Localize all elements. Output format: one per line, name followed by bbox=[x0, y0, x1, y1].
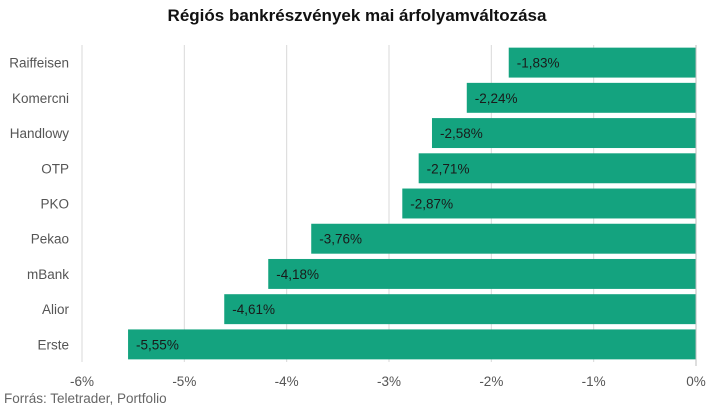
category-label-raiffeisen: Raiffeisen bbox=[9, 56, 69, 71]
data-label-handlowy: -2,58% bbox=[440, 126, 483, 141]
data-label-pekao: -3,76% bbox=[319, 232, 362, 247]
category-label-alior: Alior bbox=[42, 302, 70, 317]
category-label-komercni: Komercni bbox=[12, 91, 69, 106]
bar-mbank bbox=[268, 258, 696, 289]
x-tick-label: 0% bbox=[686, 374, 706, 389]
source-note: Forrás: Teletrader, Portfolio bbox=[4, 391, 167, 406]
bar-handlowy bbox=[431, 118, 696, 149]
data-label-erste: -5,55% bbox=[136, 337, 179, 352]
bar-komercni bbox=[466, 82, 696, 113]
chart-title: Régiós bankrészvények mai árfolyamváltoz… bbox=[167, 6, 547, 25]
x-tick-label: -6% bbox=[70, 374, 94, 389]
category-label-pko: PKO bbox=[40, 197, 69, 212]
x-tick-label: -4% bbox=[275, 374, 299, 389]
bar-otp bbox=[418, 153, 696, 184]
x-tick-label: -1% bbox=[582, 374, 606, 389]
x-tick-label: -3% bbox=[377, 374, 401, 389]
x-tick-label: -2% bbox=[479, 374, 503, 389]
category-label-erste: Erste bbox=[37, 337, 69, 352]
x-tick-label: -5% bbox=[172, 374, 196, 389]
bar-pko bbox=[402, 188, 696, 219]
bar-erste bbox=[128, 329, 697, 360]
data-label-mbank: -4,18% bbox=[276, 267, 319, 282]
category-label-otp: OTP bbox=[41, 161, 69, 176]
bar-raiffeisen bbox=[508, 47, 696, 78]
data-label-komercni: -2,24% bbox=[475, 91, 518, 106]
bar-alior bbox=[224, 294, 696, 325]
bar-pekao bbox=[311, 223, 696, 254]
data-label-pko: -2,87% bbox=[410, 197, 453, 212]
data-label-alior: -4,61% bbox=[232, 302, 275, 317]
category-label-pekao: Pekao bbox=[31, 232, 69, 247]
category-label-handlowy: Handlowy bbox=[10, 126, 70, 141]
data-label-raiffeisen: -1,83% bbox=[517, 56, 560, 71]
data-label-otp: -2,71% bbox=[427, 161, 470, 176]
category-label-mbank: mBank bbox=[27, 267, 69, 282]
